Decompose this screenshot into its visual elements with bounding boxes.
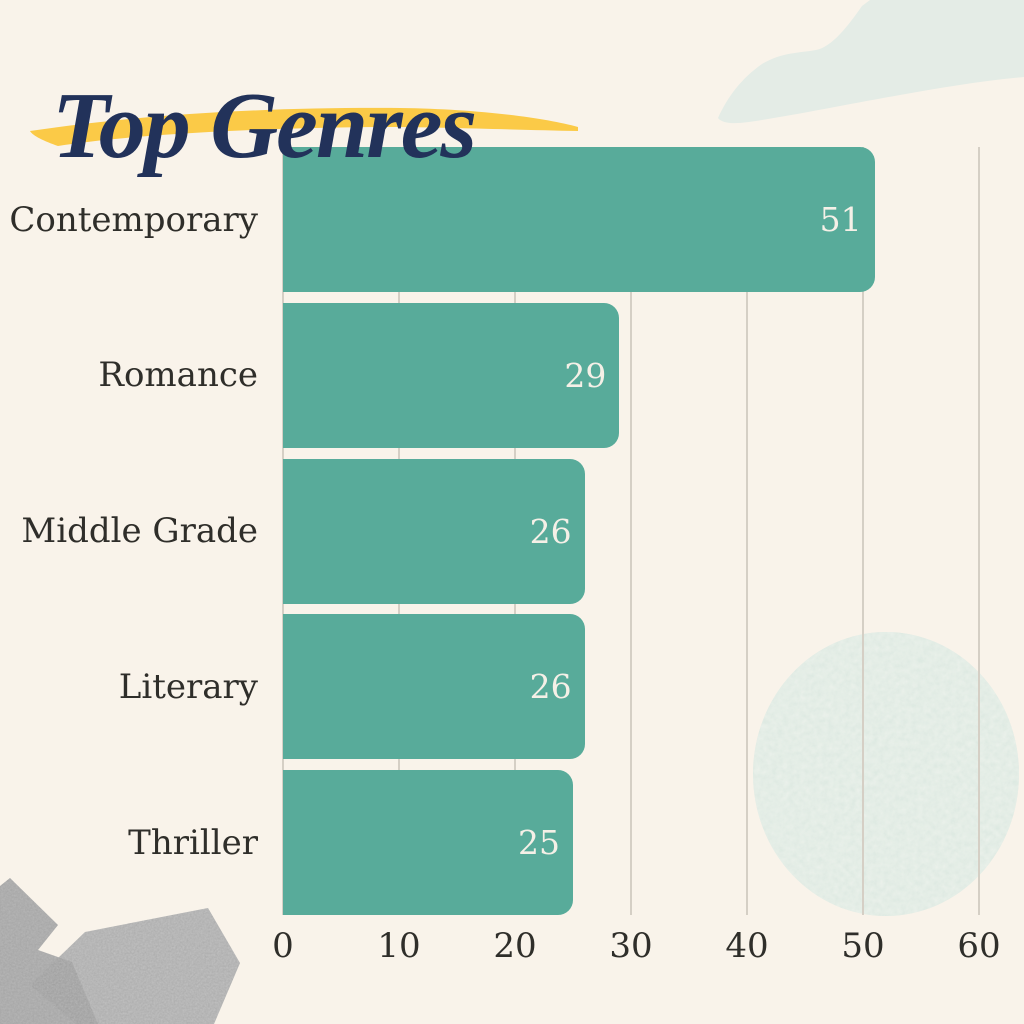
bar-value-label: 51 [819, 200, 862, 239]
bar: 26 [283, 458, 585, 604]
bar: 26 [283, 614, 585, 760]
gridline [978, 147, 980, 915]
category-label: Contemporary [9, 199, 258, 240]
bar-value-label: 29 [564, 355, 607, 395]
bar-value-label: 26 [529, 667, 572, 707]
x-tick-label: 60 [957, 926, 1001, 966]
yellow-underline-stroke [30, 107, 578, 146]
x-tick-label: 10 [377, 926, 421, 966]
x-tick-label: 20 [493, 926, 537, 966]
bar: 25 [283, 770, 573, 915]
bar: 51 [283, 147, 875, 292]
x-tick-label: 50 [841, 926, 885, 966]
torn-paper-decoration [0, 878, 240, 1024]
category-label: Literary [118, 666, 258, 707]
teal-blob-decoration [718, 0, 1024, 124]
x-tick-label: 40 [725, 926, 769, 966]
gridline [746, 147, 748, 915]
bar-value-label: 25 [518, 823, 560, 862]
page-title: Top Genres [52, 73, 477, 178]
x-tick-label: 0 [272, 926, 294, 966]
category-label: Middle Grade [21, 511, 258, 551]
x-tick-label: 30 [609, 926, 653, 966]
bar: 29 [283, 302, 620, 448]
category-label: Thriller [128, 822, 258, 863]
category-label: Romance [98, 355, 258, 396]
stamped-circle-decoration [753, 632, 1019, 916]
gridline [862, 147, 864, 915]
bar-value-label: 26 [529, 511, 572, 551]
gridline [630, 147, 632, 915]
